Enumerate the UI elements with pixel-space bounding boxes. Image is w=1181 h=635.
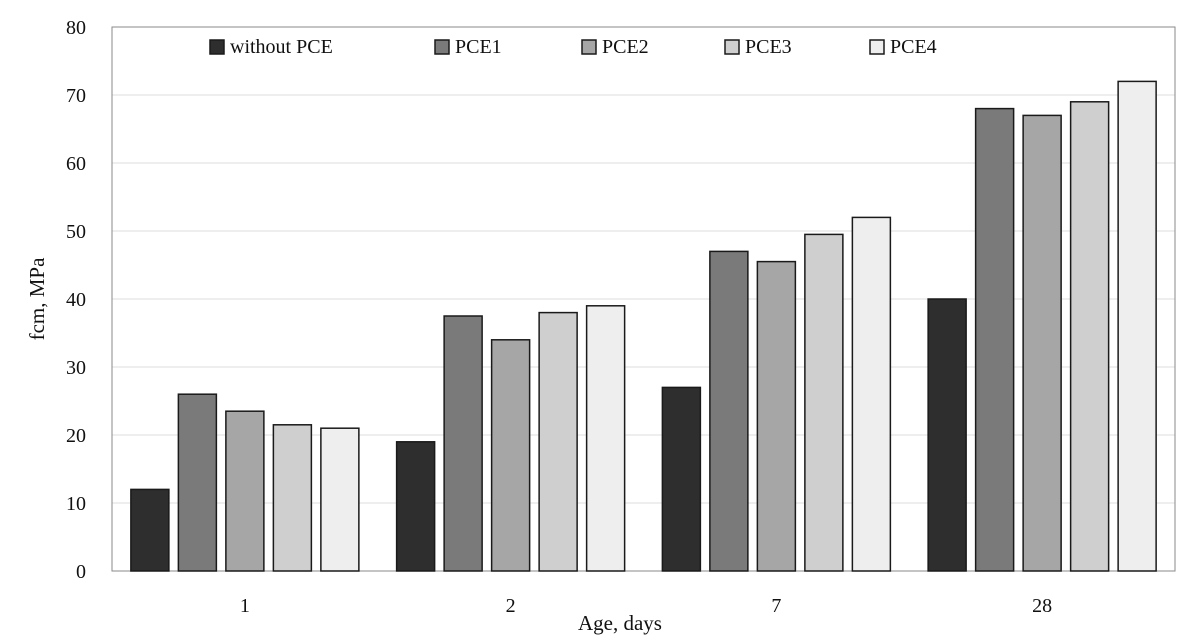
- legend-swatch: [581, 39, 597, 55]
- bar-pce4-1: [320, 427, 360, 572]
- y-tick-label: 30: [66, 357, 86, 379]
- legend-label: PCE1: [455, 36, 502, 58]
- bar-without-pce-1: [130, 488, 170, 572]
- x-tick-label: 28: [1032, 595, 1052, 617]
- bar-pce3-2: [538, 311, 578, 572]
- y-axis-ticks: 0 10 20 30 40 50 60 70 80: [66, 17, 86, 583]
- bar-pce2-7: [756, 260, 797, 572]
- y-tick-label: 0: [76, 561, 86, 583]
- bar-pce3-1: [272, 424, 313, 572]
- legend-swatch: [434, 39, 450, 55]
- bar-without-pce-7: [661, 386, 702, 572]
- legend-swatch: [869, 39, 885, 55]
- bar-pce3-28: [1069, 101, 1110, 572]
- bar-without-pce-28: [927, 298, 967, 572]
- legend-label: without PCE: [230, 36, 333, 58]
- bar-pce1-2: [443, 315, 483, 572]
- bar-pce1-28: [974, 107, 1015, 572]
- bar-pce1-1: [177, 393, 218, 572]
- y-tick-label: 60: [66, 153, 86, 175]
- bar-without-pce-2: [395, 441, 436, 572]
- y-tick-label: 40: [66, 289, 86, 311]
- x-axis-ticks: 1 2 7 28: [240, 595, 1052, 617]
- bar-pce4-7: [851, 216, 892, 572]
- x-tick-label: 1: [240, 595, 250, 617]
- x-tick-label: 7: [771, 595, 781, 617]
- legend-label: PCE2: [602, 36, 649, 58]
- legend-swatch: [209, 39, 225, 55]
- bars-layer: [130, 80, 1157, 572]
- y-axis-title: fcm, MPa: [25, 257, 49, 341]
- y-tick-label: 70: [66, 85, 86, 107]
- bar-pce2-1: [225, 410, 265, 572]
- legend-label: PCE3: [745, 36, 792, 58]
- bar-pce3-7: [804, 233, 844, 572]
- bar-pce2-28: [1022, 114, 1062, 572]
- y-tick-label: 10: [66, 493, 86, 515]
- y-tick-label: 20: [66, 425, 86, 447]
- grid-layer: [112, 94, 1175, 504]
- x-axis-title: Age, days: [578, 611, 662, 635]
- y-tick-label: 50: [66, 221, 86, 243]
- legend-swatch: [724, 39, 740, 55]
- bar-pce4-2: [585, 305, 626, 572]
- legend: without PCE PCE1 PCE2 PCE3 PCE4: [209, 36, 937, 58]
- x-tick-label: 2: [506, 595, 516, 617]
- bar-pce2-2: [490, 339, 531, 572]
- bar-pce1-7: [709, 250, 749, 572]
- bar-pce4-28: [1117, 80, 1157, 572]
- legend-label: PCE4: [890, 36, 937, 58]
- plot-area-border: [111, 26, 1176, 572]
- y-tick-label: 80: [66, 17, 86, 39]
